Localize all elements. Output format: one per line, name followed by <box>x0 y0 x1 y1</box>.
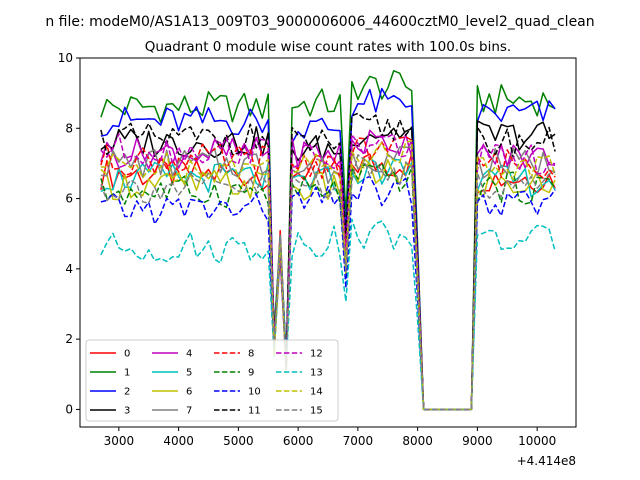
x-tick-label: 4000 <box>163 434 194 448</box>
x-tick-label: 5000 <box>223 434 254 448</box>
x-offset-label: +4.414e8 <box>517 454 576 468</box>
series-line-3 <box>100 120 556 411</box>
y-tick-label: 0 <box>65 402 73 416</box>
y-tick-label: 2 <box>65 332 73 346</box>
legend-label-8: 8 <box>248 349 254 360</box>
series-line-14 <box>100 140 556 411</box>
x-tick-label: 3000 <box>104 434 135 448</box>
series-line-15 <box>100 154 556 411</box>
series-line-13 <box>100 218 556 411</box>
legend-label-11: 11 <box>248 406 261 417</box>
series-line-12 <box>100 133 556 411</box>
series-line-9 <box>100 162 556 411</box>
x-tick-label: 6000 <box>283 434 314 448</box>
legend-label-5: 5 <box>186 368 192 379</box>
series-line-5 <box>100 157 556 411</box>
plot-frame <box>79 57 577 428</box>
legend-label-4: 4 <box>186 349 192 360</box>
y-tick-label: 10 <box>58 51 73 65</box>
legend-label-3: 3 <box>124 406 130 417</box>
x-tick-label: 9000 <box>462 434 493 448</box>
legend-label-10: 10 <box>248 387 261 398</box>
legend-label-7: 7 <box>186 406 192 417</box>
series-line-10 <box>100 175 556 411</box>
series-layer <box>100 70 556 411</box>
series-line-6 <box>100 157 556 411</box>
x-tick-label: 8000 <box>402 434 433 448</box>
y-tick-label: 8 <box>65 121 73 135</box>
legend-label-12: 12 <box>310 349 323 360</box>
chart-suptitle: n file: modeM0/AS1A13_009T03_9000006006_… <box>45 14 594 30</box>
legend-label-0: 0 <box>124 349 130 360</box>
legend-label-2: 2 <box>124 387 130 398</box>
legend-label-9: 9 <box>248 368 254 379</box>
series-line-1 <box>100 70 556 411</box>
legend-label-13: 13 <box>310 368 323 379</box>
chart-title: Quadrant 0 module wise count rates with … <box>145 39 511 55</box>
series-line-4 <box>100 129 556 411</box>
x-axis: 3000 4000 5000 6000 7000 8000 9000 10000 <box>104 427 556 448</box>
y-axis: 0 2 4 6 8 10 <box>58 51 80 416</box>
series-line-2 <box>100 87 556 411</box>
y-tick-label: 4 <box>65 262 73 276</box>
series-line-11 <box>100 112 556 411</box>
x-tick-label: 7000 <box>343 434 374 448</box>
legend-label-15: 15 <box>310 406 323 417</box>
legend-label-14: 14 <box>310 387 323 398</box>
y-tick-label: 6 <box>65 192 73 206</box>
legend-label-6: 6 <box>186 387 192 398</box>
legend-label-1: 1 <box>124 368 130 379</box>
x-tick-label: 10000 <box>518 434 556 448</box>
legend-frame <box>85 339 339 422</box>
